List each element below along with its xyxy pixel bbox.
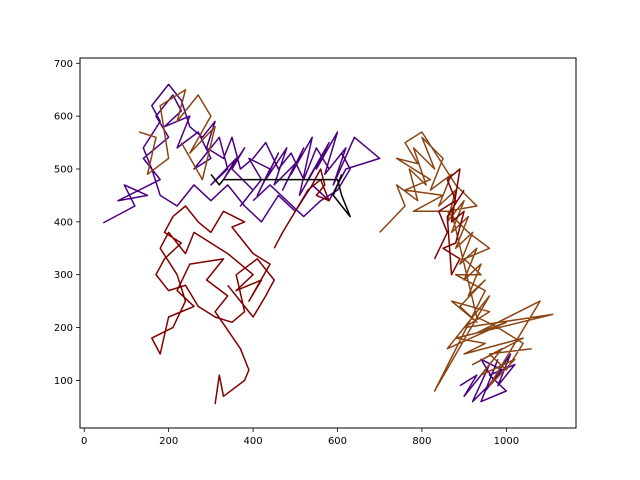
y-tick-label: 600 [54, 112, 73, 123]
x-tick-label: 200 [159, 436, 178, 447]
y-tick-label: 100 [54, 376, 73, 387]
x-axis: 0 200 400 600 800 1000 [81, 428, 519, 447]
x-tick-label: 1000 [494, 436, 519, 447]
y-axis: 100 200 300 400 500 600 700 [54, 59, 80, 387]
series-line-7 [210, 173, 351, 218]
series-line-2 [138, 88, 216, 181]
y-tick-label: 700 [54, 59, 73, 70]
series-line-4 [151, 205, 275, 405]
plot-frame [79, 57, 577, 429]
series-layer [102, 83, 554, 405]
x-tick-label: 400 [244, 436, 263, 447]
x-tick-label: 0 [81, 436, 87, 447]
y-tick-label: 200 [54, 323, 73, 334]
series-line-6 [433, 168, 465, 276]
x-tick-label: 800 [412, 436, 431, 447]
y-tick-label: 500 [54, 165, 73, 176]
y-tick-label: 300 [54, 270, 73, 281]
x-tick-label: 600 [328, 436, 347, 447]
series-line-3 [379, 131, 554, 392]
y-tick-label: 400 [54, 217, 73, 228]
series-line-5 [273, 168, 330, 249]
